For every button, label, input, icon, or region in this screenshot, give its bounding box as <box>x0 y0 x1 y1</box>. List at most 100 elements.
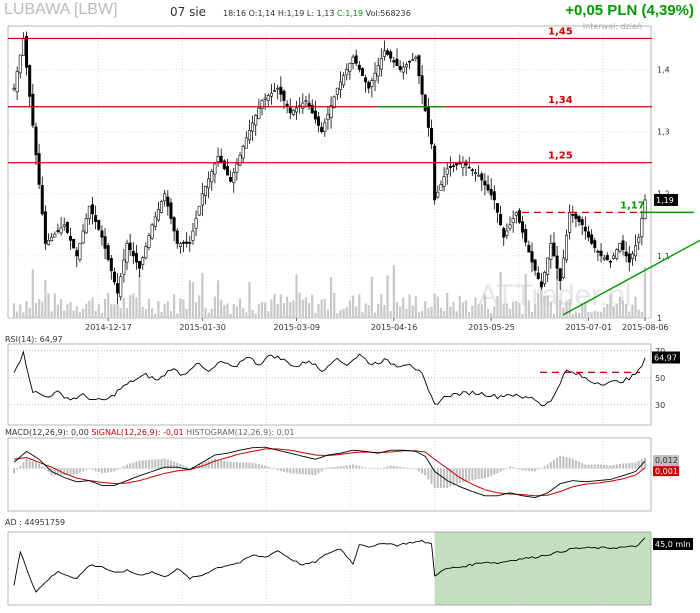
candle-body <box>530 251 534 263</box>
macd-hist-bar <box>154 459 157 469</box>
macd-hist-bar <box>173 461 176 469</box>
candle-body <box>508 224 512 229</box>
candle-body <box>291 110 295 115</box>
volume-bar <box>78 312 82 318</box>
macd-hist-bar <box>63 468 66 476</box>
volume-bar <box>238 298 242 318</box>
macd-hist-bar <box>31 461 34 469</box>
candle-body <box>533 259 537 271</box>
macd-hist-bar <box>389 465 392 469</box>
volume-bar <box>229 313 232 318</box>
candle-body <box>31 93 35 126</box>
candle-body <box>583 226 587 232</box>
macd-hist-bar <box>518 468 521 470</box>
price-xtick-4: 2015-05-25 <box>468 323 515 332</box>
volume-bar <box>389 311 392 318</box>
volume-bar <box>402 297 405 318</box>
volume-bar <box>351 295 355 318</box>
rsi-last-box <box>652 351 680 364</box>
candle-body <box>172 217 176 232</box>
macd-hist-bar <box>320 468 323 472</box>
candle-body <box>464 161 468 166</box>
macd-hist-bar <box>185 466 188 469</box>
volume-bar <box>565 300 568 318</box>
candle-body <box>599 250 603 257</box>
candle-body <box>87 205 91 219</box>
macd-hist-bar <box>279 468 282 472</box>
candle-body <box>370 80 374 87</box>
volume-bar <box>480 304 483 318</box>
candle-body <box>21 38 25 56</box>
macd-hist-bar <box>182 465 185 469</box>
macd-hist-bar <box>534 468 537 472</box>
macd-hist-bar <box>358 465 361 469</box>
volume-bar <box>22 312 25 318</box>
volume-bar <box>329 277 333 318</box>
macd-hist-bar <box>596 464 599 469</box>
volume-bar <box>408 294 411 318</box>
candle-body <box>112 271 116 283</box>
candle-body <box>332 96 336 109</box>
volume-bar <box>490 312 493 318</box>
volume-bar <box>298 292 301 318</box>
macd-hist-bar <box>465 468 468 482</box>
volume-bar <box>559 300 562 318</box>
candle-body <box>615 249 619 259</box>
macd-hist-bar <box>640 459 643 469</box>
volume-bar <box>289 302 292 318</box>
macd-hist-bar <box>267 466 270 469</box>
macd-hist-bar <box>235 462 238 469</box>
candle-body <box>511 218 515 223</box>
time-value: 18:16 <box>223 9 247 18</box>
candle-body <box>84 218 88 234</box>
volume-bar <box>257 304 260 318</box>
volume-bar <box>615 303 618 318</box>
volume-bar <box>383 305 386 318</box>
candle-body <box>404 64 408 68</box>
candle-body <box>210 171 214 183</box>
candle-body <box>608 260 612 263</box>
candle-body <box>398 66 402 70</box>
candle-body <box>244 137 248 149</box>
volume-bar <box>317 303 320 318</box>
macd-hist-bar <box>342 465 345 469</box>
candle-body <box>141 257 145 265</box>
macd-hist-bar <box>38 463 41 469</box>
macd-hist-bar <box>405 467 408 469</box>
macd-hist-bar <box>129 463 132 469</box>
volume-bar <box>173 294 176 318</box>
ohlc-readout: 18:16 O:1,14 H:1,19 L: 1,13 C:1,19 Vol:5… <box>223 9 411 18</box>
macd-hist-bar <box>493 468 496 475</box>
ad-last-box <box>653 538 693 550</box>
volume-bar <box>223 305 226 318</box>
volume-bar <box>110 304 113 318</box>
candle-body <box>166 196 170 207</box>
level-label-0: 1,45 <box>548 26 573 37</box>
macd-hist-bar <box>257 464 260 469</box>
macd-hist-bar <box>612 465 615 469</box>
volume-bar <box>634 296 637 318</box>
candle-body <box>461 162 465 168</box>
volume-bar <box>311 294 314 318</box>
candle-body <box>109 258 113 272</box>
macd-hist-bar <box>113 468 116 472</box>
macd-hist-bar <box>66 468 69 475</box>
volume-bar <box>508 308 512 318</box>
macd-hist-bar <box>549 462 552 469</box>
volume-bar <box>436 296 439 318</box>
macd-hist-bar <box>386 466 389 469</box>
macd-hist-bar <box>556 457 559 469</box>
volume-bar <box>370 276 373 318</box>
candle-body <box>574 213 578 219</box>
volume-bar <box>185 308 188 318</box>
volume-bar <box>505 303 508 318</box>
macd-hist-bar <box>264 465 267 469</box>
candle-body <box>128 242 132 250</box>
macd-hist-bar <box>289 468 292 474</box>
volume-bar <box>584 302 587 318</box>
volume-bar <box>38 299 41 318</box>
macd-hist-bar <box>176 462 179 469</box>
macd-hist-bar <box>421 468 424 474</box>
volume-bar <box>69 301 72 318</box>
